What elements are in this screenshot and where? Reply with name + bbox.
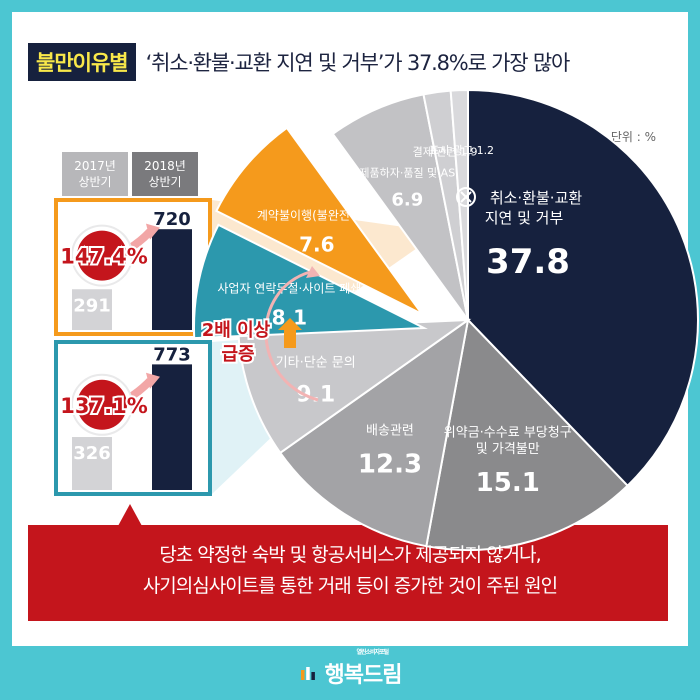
slice-label: 표시·광고 1.2	[429, 144, 494, 157]
growth-badge	[77, 230, 127, 281]
slice-label-group: 계약불이행(불완전이행) 7.6	[257, 208, 377, 257]
unit-label: 단위 : %	[610, 130, 656, 144]
callout-line: 사기의심사이트를 통한 거래 등이 증가한 것이 주된 원인	[142, 575, 558, 597]
slice-label: 취소·환불·교환	[490, 189, 583, 207]
slice-label: 사업자 연락두절·사이트 폐쇄	[217, 282, 361, 296]
title-row: 불만이유별 ‘취소·환불·교환 지연 및 거부’가 37.8%로 가장 많아	[28, 42, 571, 82]
up-arrow-icon	[278, 318, 302, 348]
brand-logo-icon	[300, 667, 315, 680]
pie-slice	[193, 223, 428, 340]
slice-label-group: 표시·광고 1.2	[429, 144, 494, 157]
pie-slice	[278, 317, 470, 548]
footer-brand-name: 행복드림	[324, 663, 403, 688]
footer: 행복드림 열린소비자포털	[0, 646, 700, 700]
column-header: 상반기	[148, 175, 181, 189]
slice-label-group: 결제 관련 1.9	[413, 145, 478, 158]
pie-slice	[467, 88, 699, 488]
footer-sub-brand: 열린소비자포털	[356, 649, 390, 656]
column-header: 상반기	[78, 175, 111, 189]
pie-slice	[425, 317, 629, 551]
slice-label-group: 배송관련 12.3	[358, 423, 422, 479]
slice-label: 배송관련	[366, 423, 414, 438]
slice-value: 15.1	[476, 468, 540, 498]
callout-line: 당초 약정한 숙박 및 항공서비스가 제공되지 않거나,	[159, 544, 541, 566]
growth-arrow-head	[146, 372, 160, 389]
bar-value-label: 326	[73, 443, 111, 464]
slice-label: 제품하자·품질 및 AS	[359, 165, 455, 179]
callout-pointer	[118, 504, 142, 526]
column-header-bg	[62, 152, 128, 196]
footer-brand: 행복드림 열린소비자포털	[324, 649, 403, 689]
slice-value: 6.9	[391, 189, 423, 210]
slice-value: 7.6	[299, 233, 334, 257]
column-header-bg	[132, 152, 198, 196]
slice-label: 계약불이행(불완전이행)	[257, 208, 377, 223]
callout-text: 당초 약정한 숙박 및 항공서비스가 제공되지 않거나, 사기의심사이트를 통한…	[40, 540, 660, 602]
bar	[152, 229, 192, 330]
bar	[72, 289, 112, 330]
orange-compare-box: 291 720 147.4%	[54, 198, 212, 336]
surge-curve-head	[306, 266, 320, 278]
teal-compare-box: 326 773 137.1%	[54, 340, 212, 496]
column-header: 2017년	[74, 159, 116, 173]
growth-label: 147.4%	[60, 245, 147, 269]
slice-label-group: 제품하자·품질 및 AS 6.9	[359, 165, 455, 210]
slice-label: 지연 및 거부	[485, 209, 564, 227]
callout-background	[28, 525, 668, 621]
slice-value: 37.8	[486, 242, 570, 282]
growth-badge	[77, 379, 127, 430]
surge-curve	[264, 270, 319, 402]
cancel-icon	[456, 187, 476, 207]
title-badge: 불만이유별	[28, 43, 136, 81]
page-title: ‘취소·환불·교환 지연 및 거부’가 37.8%로 가장 많아	[145, 51, 571, 75]
bar	[152, 364, 192, 490]
pie-slice	[449, 88, 469, 321]
surge-label: 2배 이상	[202, 320, 271, 341]
bar-value-label: 291	[73, 295, 111, 316]
callout-box	[28, 504, 668, 621]
growth-arrow-head	[146, 223, 160, 240]
bar	[72, 437, 112, 490]
growth-label: 137.1%	[60, 394, 147, 418]
pie-slice	[215, 126, 423, 315]
column-header: 2018년	[144, 159, 186, 173]
slice-label: 및 가격불만	[476, 442, 540, 457]
slice-label: 결제 관련 1.9	[413, 145, 478, 158]
slice-label: 위약금·수수료 부당청구	[444, 426, 572, 441]
slice-label: 기타·단순 문의	[276, 355, 356, 370]
bar-value-label: 773	[153, 344, 191, 365]
surge-label: 급증	[221, 344, 254, 365]
slice-value: 12.3	[358, 450, 422, 480]
bar-value-label: 720	[153, 209, 191, 230]
